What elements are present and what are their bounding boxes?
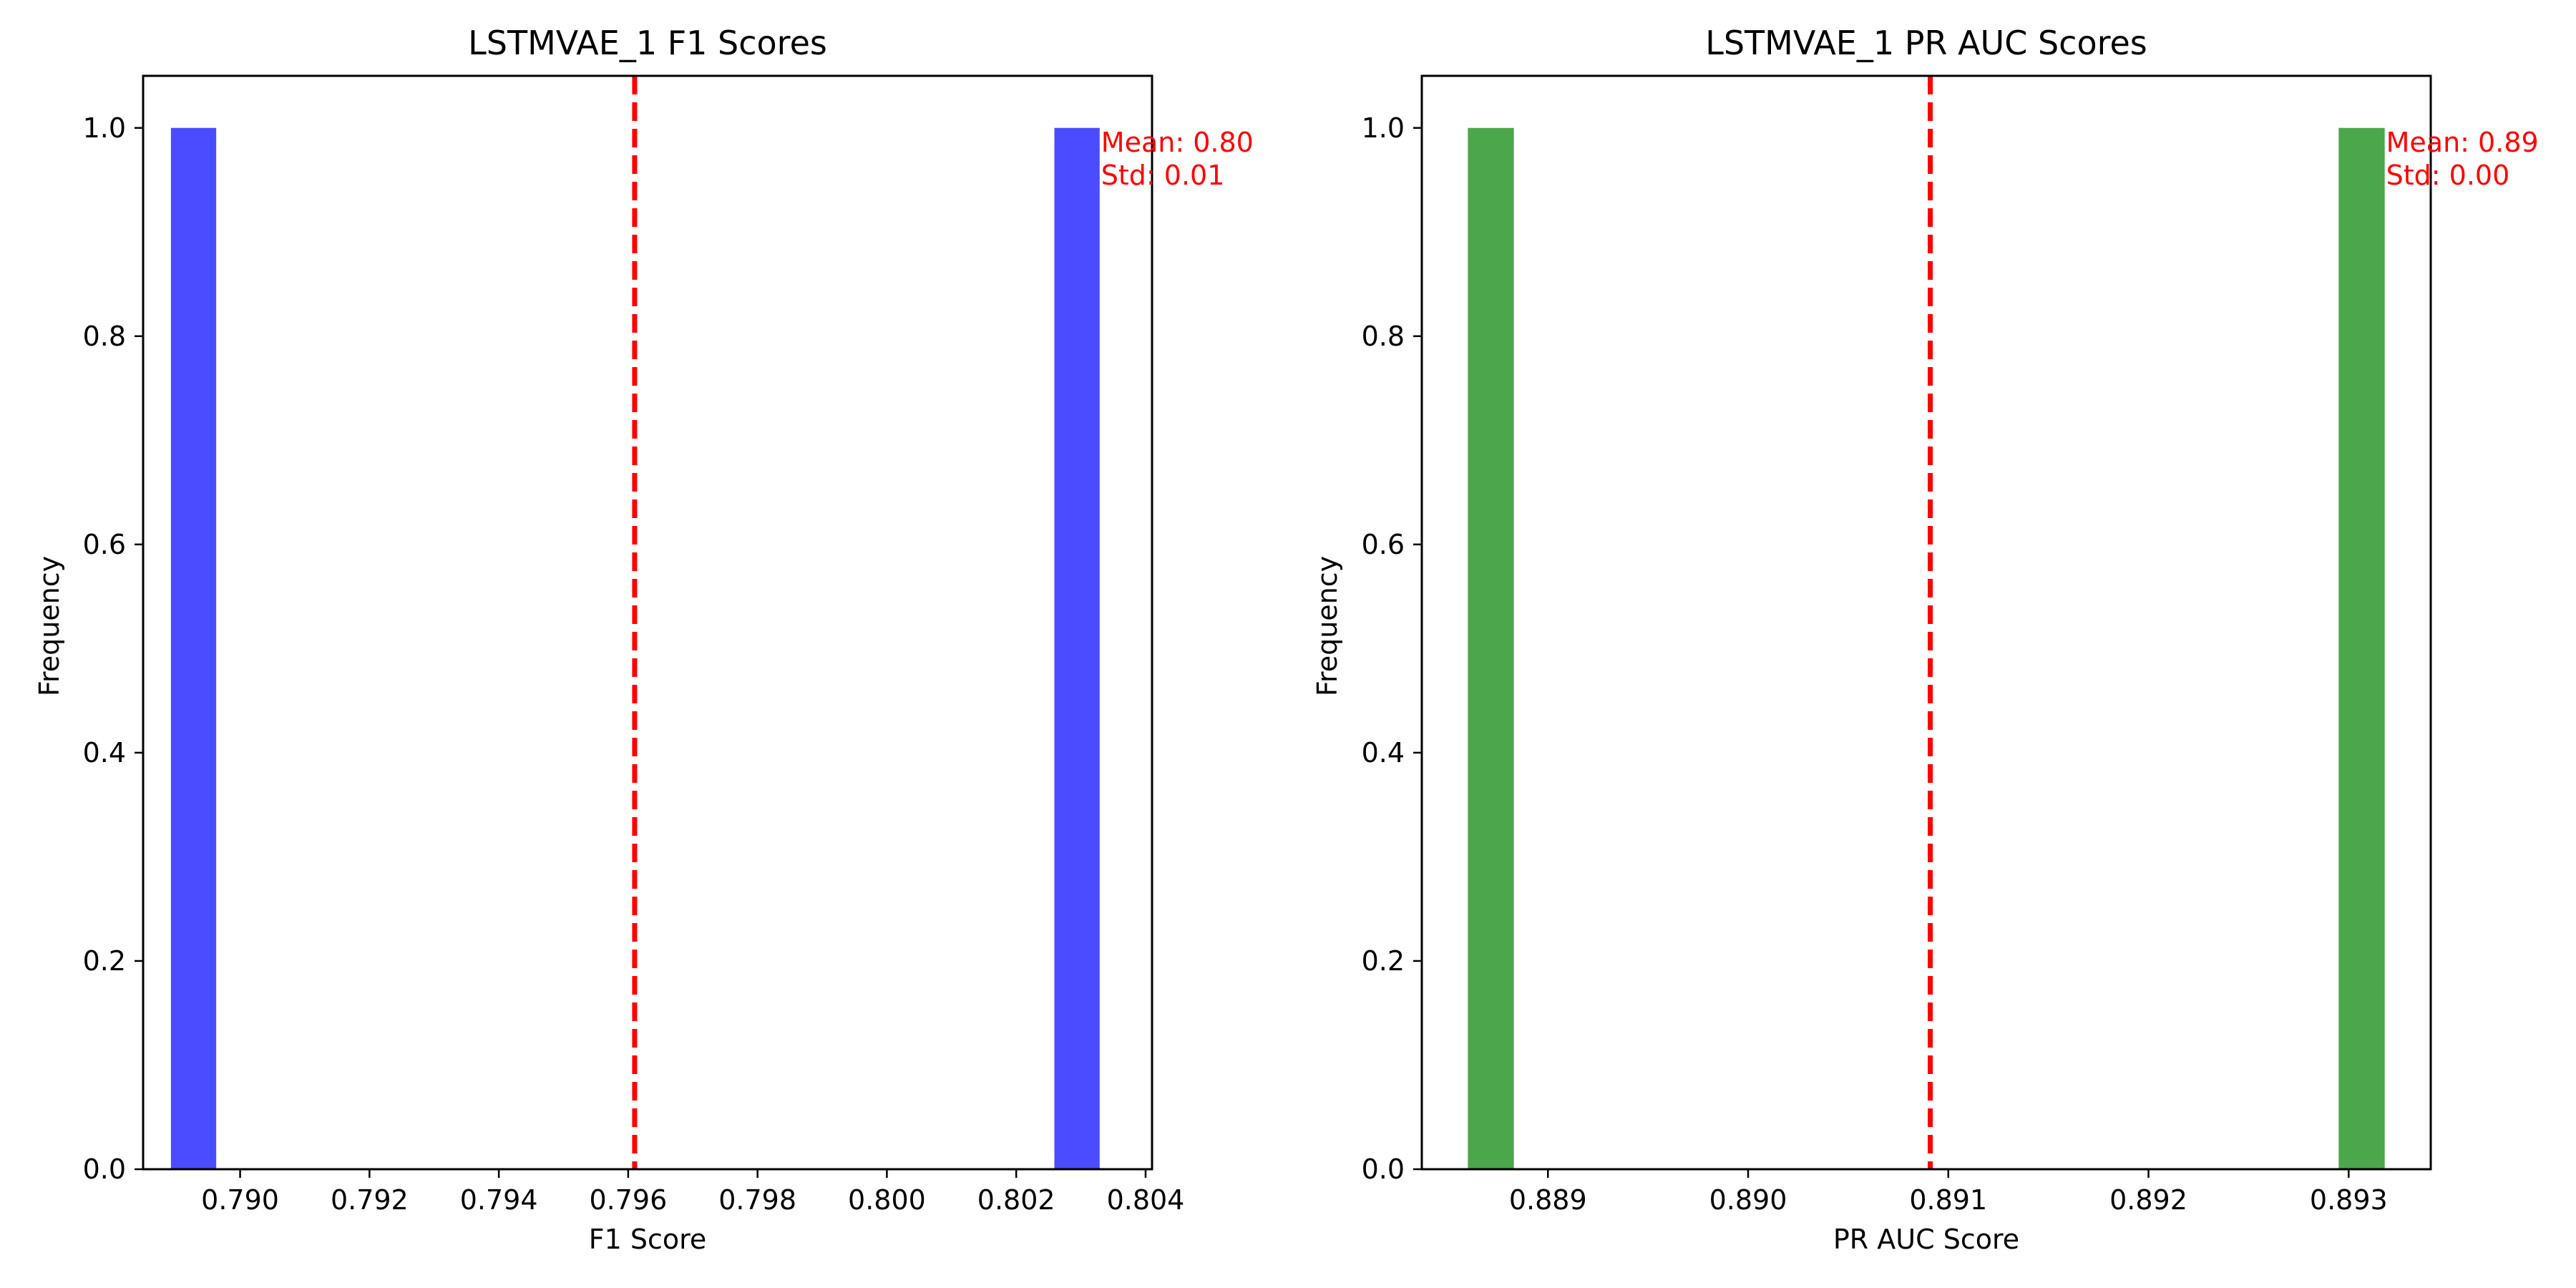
y-tick-label: 0.0 <box>1362 1153 1405 1185</box>
y-tick-label: 0.8 <box>1362 321 1405 352</box>
x-tick-label: 0.891 <box>1909 1184 1987 1216</box>
axes-frame <box>142 74 1153 1171</box>
x-tick-label: 0.893 <box>2310 1184 2388 1216</box>
stats-annotation-line: Std: 0.00 <box>2386 160 2510 191</box>
x-tick-label: 0.790 <box>201 1184 279 1216</box>
y-axis-label: Frequency <box>1312 556 1343 696</box>
stats-annotation-line: Mean: 0.80 <box>1101 127 1254 158</box>
x-tick-label: 0.802 <box>977 1184 1055 1216</box>
y-tick-label: 1.0 <box>1362 112 1405 144</box>
histogram-bar <box>170 127 217 1169</box>
axes-frame <box>1420 74 2432 1171</box>
x-axis-label: F1 Score <box>589 1224 707 1255</box>
chart-title: LSTMVAE_1 F1 Scores <box>468 24 827 62</box>
f1-histogram-panel: LSTMVAE_1 F1 Scores 0.790 0.792 0.794 0.796… <box>34 24 1254 1255</box>
y-tick-label: 0.4 <box>1362 737 1405 769</box>
x-tick-label: 0.794 <box>460 1184 538 1216</box>
plot-area: 0.790 0.792 0.794 0.796 0.798 0.800 0.802 0.804… <box>83 74 1254 1216</box>
y-tick-label: 0.4 <box>83 737 126 769</box>
y-tick-label: 0.6 <box>83 529 126 560</box>
y-axis-label: Frequency <box>34 556 65 696</box>
histogram-bar <box>1468 127 1514 1169</box>
pr-auc-histogram-panel: LSTMVAE_1 PR AUC Scores 0.889 0.890 0.891 0… <box>1312 24 2539 1255</box>
x-tick-label: 0.800 <box>848 1184 926 1216</box>
x-tick-label: 0.890 <box>1709 1184 1787 1216</box>
x-tick-label: 0.804 <box>1107 1184 1185 1216</box>
histogram-bar <box>2338 127 2385 1169</box>
plot-area: 0.889 0.890 0.891 0.892 0.893 0.0 0.2 0.4 0.6 0.8… <box>1362 74 2539 1216</box>
y-tick-label: 0.8 <box>83 321 126 352</box>
x-tick-label: 0.798 <box>718 1184 796 1216</box>
histogram-bar <box>1054 127 1100 1169</box>
x-tick-label: 0.889 <box>1509 1184 1587 1216</box>
x-tick-label: 0.792 <box>331 1184 409 1216</box>
y-tick-label: 0.0 <box>83 1153 126 1185</box>
stats-annotation-line: Std: 0.01 <box>1101 160 1225 191</box>
stats-annotation-line: Mean: 0.89 <box>2386 127 2539 158</box>
chart-title: LSTMVAE_1 PR AUC Scores <box>1705 24 2147 62</box>
y-tick-label: 0.2 <box>1362 945 1405 977</box>
x-tick-label: 0.892 <box>2109 1184 2187 1216</box>
y-tick-label: 0.6 <box>1362 529 1405 560</box>
x-tick-label: 0.796 <box>589 1184 667 1216</box>
x-axis-label: PR AUC Score <box>1833 1224 2019 1255</box>
y-tick-label: 1.0 <box>83 112 126 144</box>
y-tick-label: 0.2 <box>83 945 126 977</box>
